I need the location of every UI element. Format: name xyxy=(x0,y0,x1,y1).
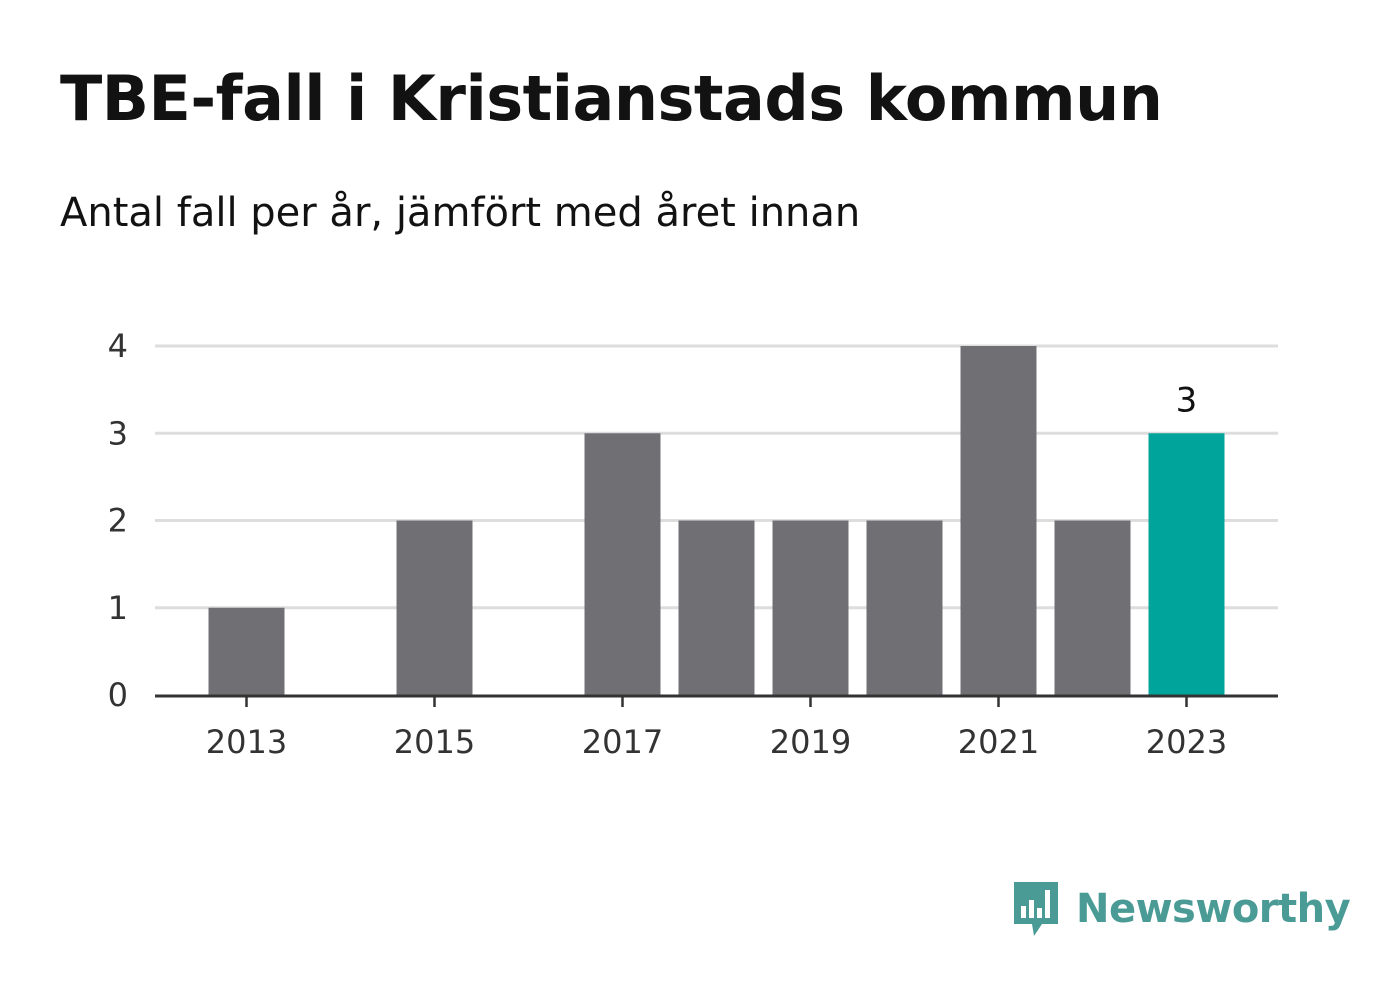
y-tick-label: 1 xyxy=(108,589,128,627)
data-labels: 3 xyxy=(1176,380,1198,420)
chart-title: TBE-fall i Kristianstads kommun xyxy=(60,62,1163,135)
x-tick-label: 2017 xyxy=(582,723,663,761)
x-tick-label: 2023 xyxy=(1146,723,1227,761)
x-axis-labels: 2013 2015 2017 2019 2021 2023 xyxy=(206,723,1227,761)
brand-logo: Newsworthy xyxy=(1010,878,1351,940)
x-tick-label: 2015 xyxy=(394,723,475,761)
x-axis xyxy=(155,694,1278,707)
x-tick-label: 2021 xyxy=(958,723,1039,761)
bar-2013 xyxy=(208,607,285,695)
brand-name: Newsworthy xyxy=(1076,886,1351,932)
bar-2020 xyxy=(866,520,943,695)
y-tick-label: 0 xyxy=(108,676,128,714)
bar-2022 xyxy=(1054,520,1131,695)
bar-2021 xyxy=(960,346,1037,695)
y-tick-label: 3 xyxy=(108,414,128,452)
y-tick-label: 4 xyxy=(108,327,128,365)
bar-2023 xyxy=(1148,433,1225,695)
x-tick-label: 2013 xyxy=(206,723,287,761)
x-tick-label: 2019 xyxy=(770,723,851,761)
newsworthy-logo-icon xyxy=(1014,882,1058,936)
bar-2019 xyxy=(772,520,849,695)
y-tick-label: 2 xyxy=(108,502,128,540)
data-label-2023: 3 xyxy=(1176,380,1198,420)
bar-2018 xyxy=(678,520,755,695)
chart-subtitle: Antal fall per år, jämfört med året inna… xyxy=(60,190,861,236)
bar-2017 xyxy=(584,433,661,695)
bars xyxy=(208,346,1225,695)
y-axis-labels: 0 1 2 3 4 xyxy=(108,327,128,714)
bar-2015 xyxy=(396,520,473,695)
